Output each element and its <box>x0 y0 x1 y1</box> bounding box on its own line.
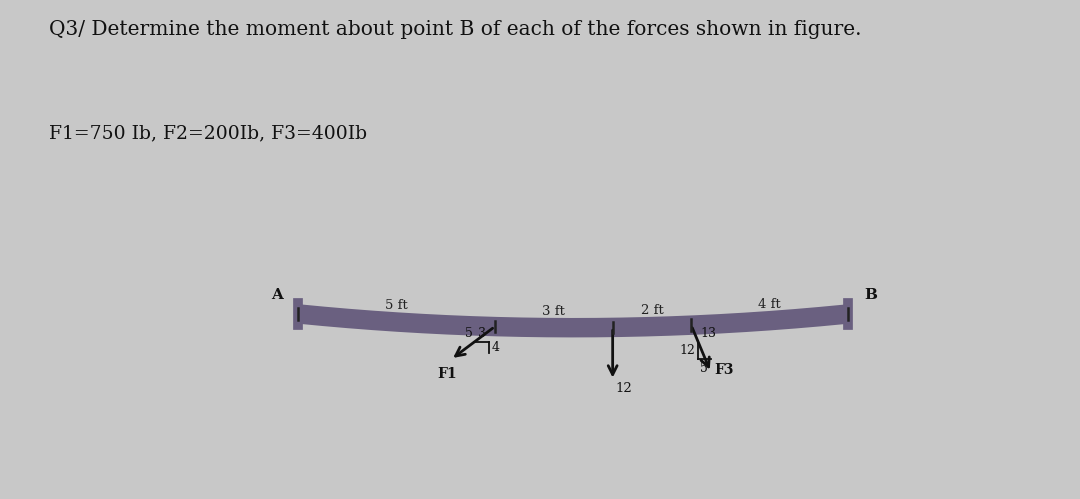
Text: 12: 12 <box>679 344 696 357</box>
Text: 3: 3 <box>477 327 486 340</box>
Text: 3 ft: 3 ft <box>542 305 565 318</box>
Text: 4 ft: 4 ft <box>758 298 781 311</box>
Text: 2 ft: 2 ft <box>640 304 663 317</box>
Text: 12: 12 <box>616 382 633 395</box>
Text: 13: 13 <box>700 326 716 339</box>
Text: 5: 5 <box>700 361 708 375</box>
Text: A: A <box>271 288 283 302</box>
Text: F1: F1 <box>437 367 457 381</box>
Text: F1=750 Ib, F2=200Ib, F3=400Ib: F1=750 Ib, F2=200Ib, F3=400Ib <box>49 125 367 143</box>
Text: F3: F3 <box>715 363 734 377</box>
Text: 5: 5 <box>464 326 472 339</box>
Text: Q3/ Determine the moment about point B of each of the forces shown in figure.: Q3/ Determine the moment about point B o… <box>49 20 861 39</box>
Text: 4: 4 <box>491 341 499 354</box>
Text: 5 ft: 5 ft <box>386 299 408 312</box>
Text: B: B <box>864 288 877 302</box>
